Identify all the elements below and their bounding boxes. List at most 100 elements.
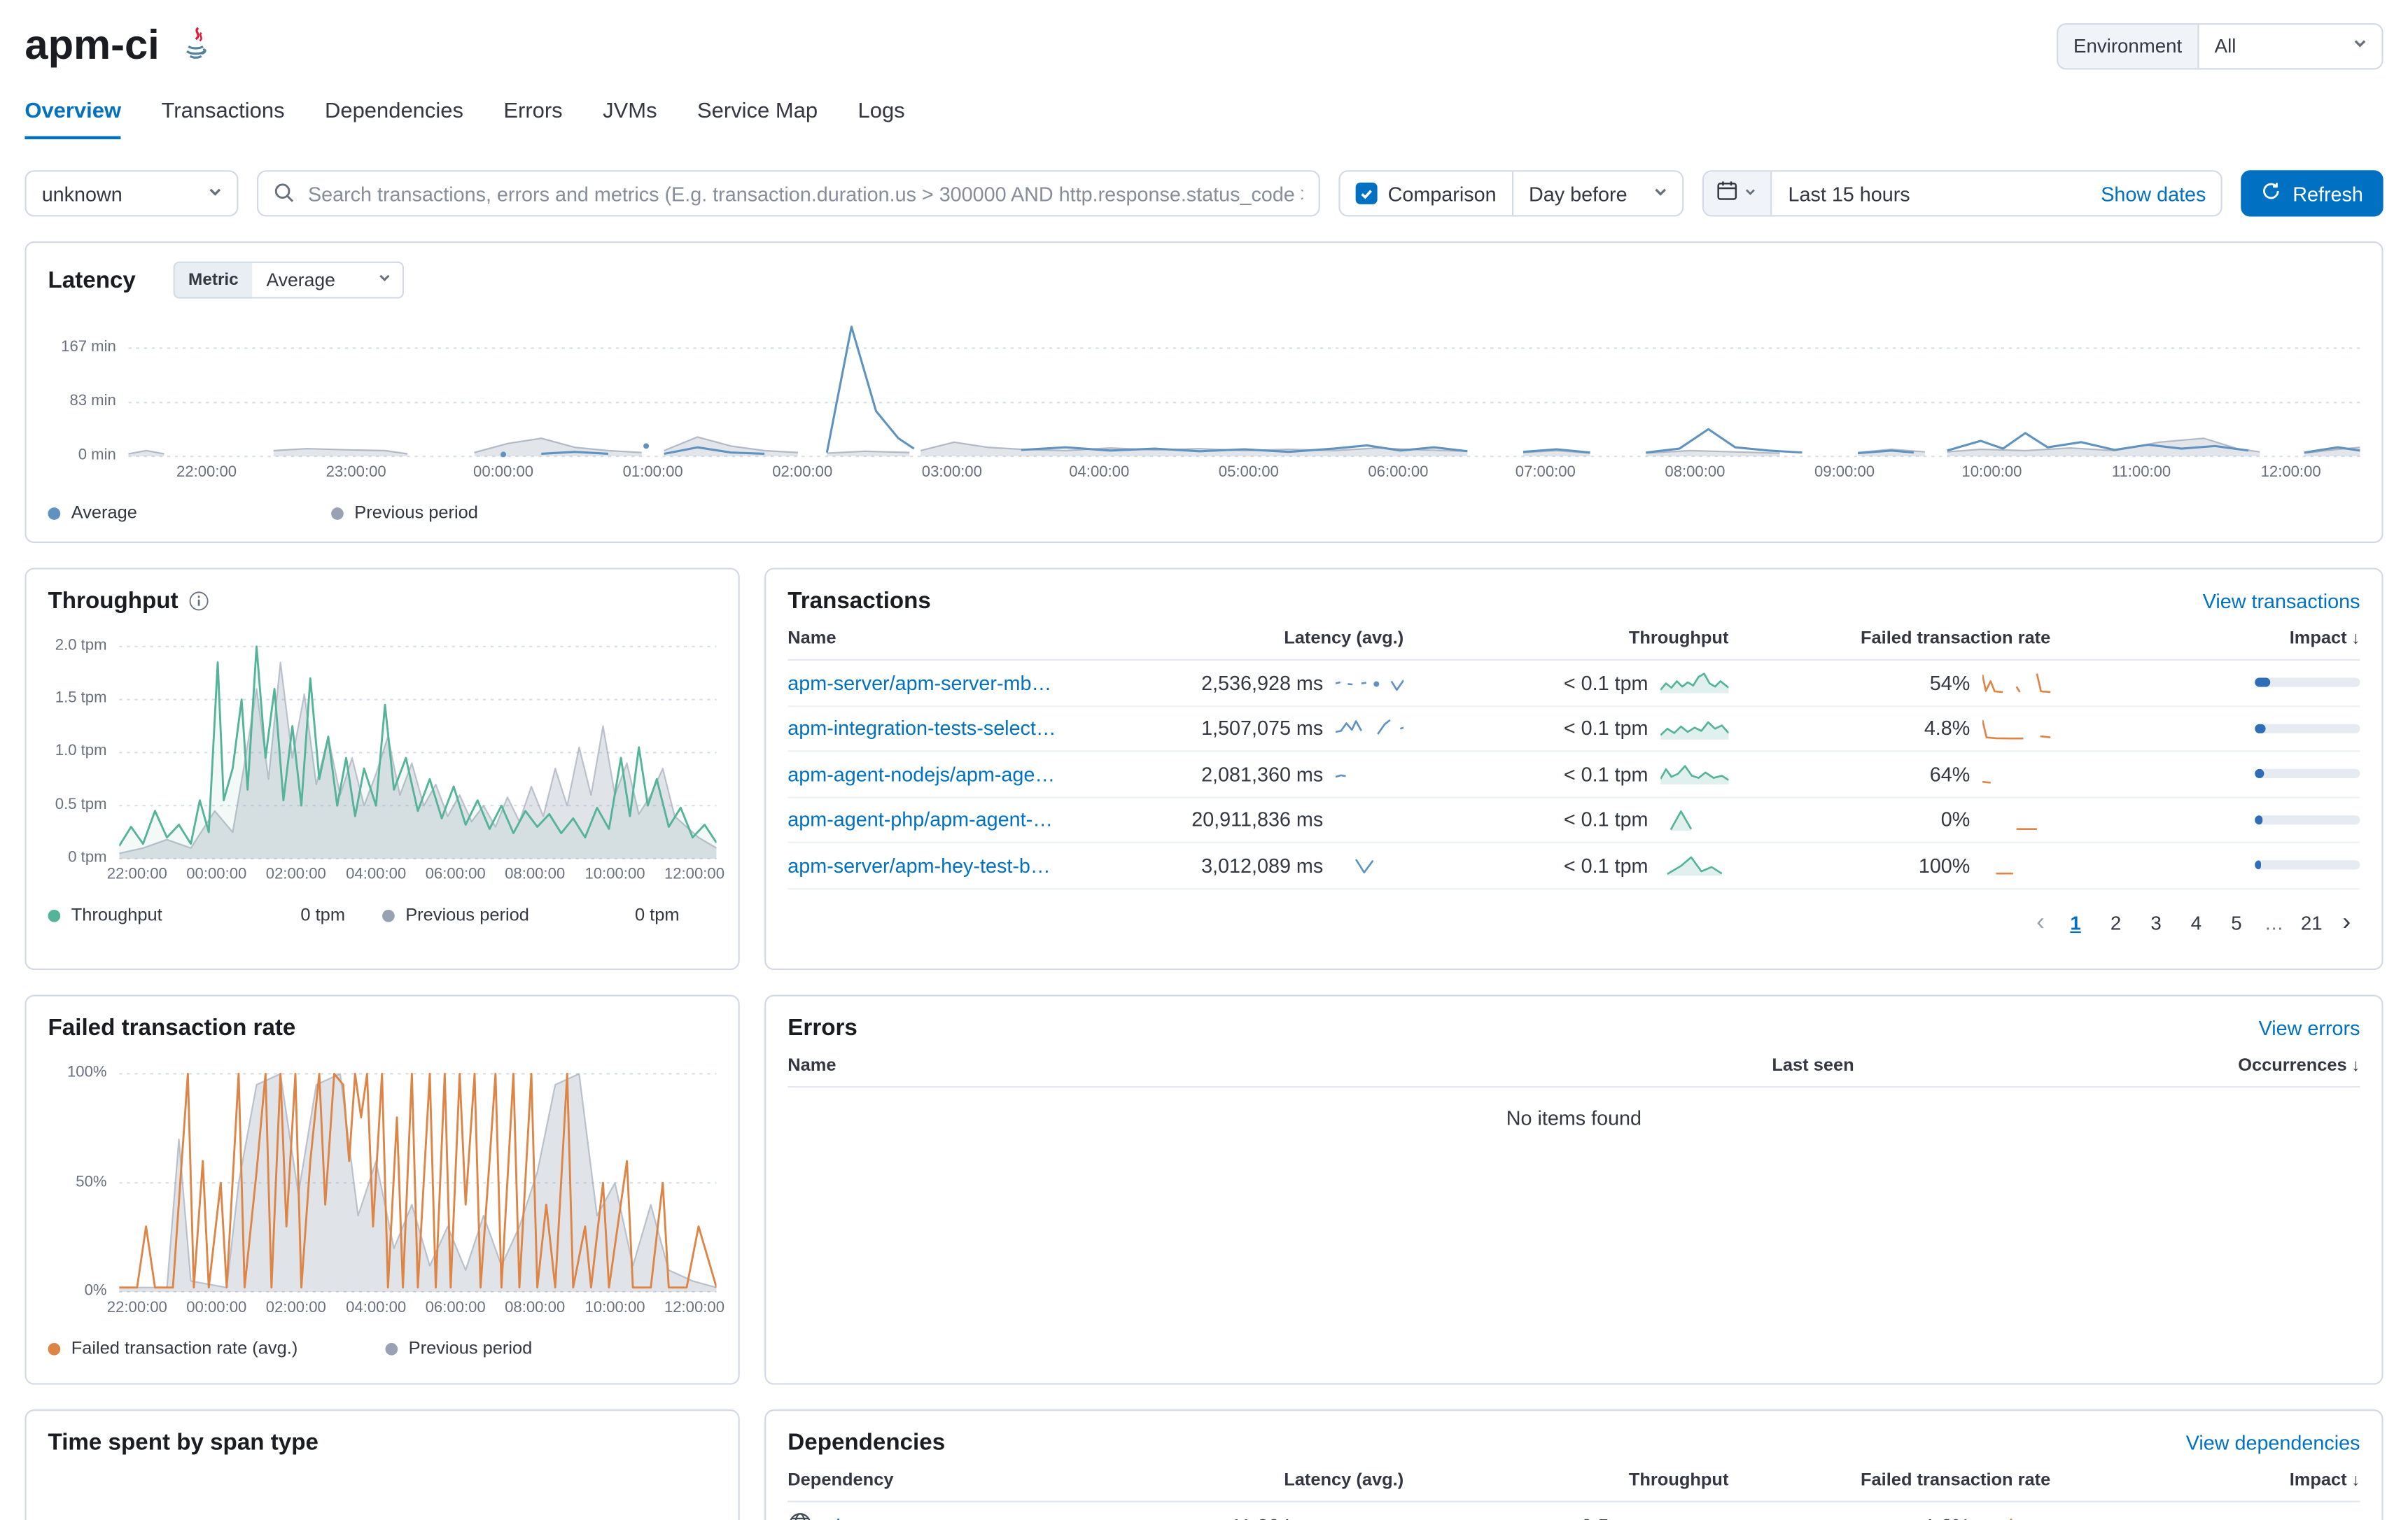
chevron-left-icon[interactable]: ‹ xyxy=(2036,908,2045,936)
latency-panel: Latency Metric Average 167 min 83 min 0 mi… xyxy=(24,241,2384,543)
checkbox-checked-icon xyxy=(1355,182,1378,204)
impact-bar xyxy=(2255,860,2360,871)
transaction-link[interactable]: apm-server/apm-hey-test-benchmark xyxy=(788,853,1075,877)
legend-item-previous-period[interactable]: Previous period xyxy=(331,505,615,523)
failed-rate-panel: Failed transaction rate 100% 50% 0% 22:00:… xyxy=(24,994,740,1385)
view-transactions-link[interactable]: View transactions xyxy=(2202,589,2360,613)
legend-item-previous-period[interactable]: Previous period xyxy=(385,1339,668,1359)
tab-overview[interactable]: Overview xyxy=(24,97,122,139)
col-failed-rate[interactable]: Failed transaction rate xyxy=(1861,1471,2051,1491)
page-title: apm-ci xyxy=(24,21,160,69)
table-row: apm-server/apm-server-mbp/PR-{nu... 2,53… xyxy=(788,661,2360,707)
col-name[interactable]: Name xyxy=(788,629,836,649)
tab-jvms[interactable]: JVMs xyxy=(603,97,657,122)
java-icon xyxy=(181,27,211,65)
transaction-link[interactable]: apm-agent-php/apm-agent-php-loop-... xyxy=(788,808,1075,831)
latency-sparkline xyxy=(1336,851,1404,879)
info-icon[interactable] xyxy=(189,591,209,612)
chevron-down-icon xyxy=(375,269,392,291)
table-row: git 11,394 ms 0.5 tpm 1.2% xyxy=(788,1503,2360,1520)
throughput-value: < 0.1 tpm xyxy=(1563,762,1648,786)
col-throughput[interactable]: Throughput xyxy=(1628,1471,1729,1491)
comparison-checkbox[interactable]: Comparison xyxy=(1340,182,1512,205)
col-throughput[interactable]: Throughput xyxy=(1628,629,1729,649)
tab-service-map[interactable]: Service Map xyxy=(697,97,818,122)
legend-item-average[interactable]: Average xyxy=(48,505,332,523)
refresh-button[interactable]: Refresh xyxy=(2241,170,2384,217)
time-range-value[interactable]: Last 15 hours xyxy=(1788,181,1910,205)
failed-rate-value: 64% xyxy=(1929,762,1970,786)
tab-dependencies[interactable]: Dependencies xyxy=(325,97,463,122)
metric-control: Metric Average xyxy=(172,261,404,299)
transactions-panel: Transactions View transactions Name Late… xyxy=(764,568,2384,971)
col-dependency[interactable]: Dependency xyxy=(788,1471,894,1491)
tab-transactions[interactable]: Transactions xyxy=(161,97,285,122)
dependency-link[interactable]: git xyxy=(825,1514,861,1520)
page-5[interactable]: 5 xyxy=(2231,912,2242,934)
service-tabs: Overview Transactions Dependencies Error… xyxy=(24,97,2383,139)
tab-logs[interactable]: Logs xyxy=(858,97,905,122)
chevron-down-icon xyxy=(1743,179,1758,207)
legend-item-previous-period[interactable]: Previous period 0 tpm xyxy=(382,907,680,925)
sort-desc-icon: ↓ xyxy=(2351,1056,2360,1076)
col-latency[interactable]: Latency (avg.) xyxy=(1284,1471,1404,1491)
transactions-table-header: Name Latency (avg.) Throughput Failed tr… xyxy=(788,614,2360,661)
filter-bar: unknown Comparison Day before Last 15 ho… xyxy=(24,170,2384,217)
page-3[interactable]: 3 xyxy=(2150,912,2162,934)
col-occurrences[interactable]: Occurrences ↓ xyxy=(2238,1056,2360,1076)
legend-item-throughput[interactable]: Throughput 0 tpm xyxy=(48,906,345,926)
transaction-link[interactable]: apm-server/apm-server-mbp/PR-{nu... xyxy=(788,670,1076,695)
pagination: ‹ 1 2 3 4 5 … 21 › xyxy=(788,904,2360,941)
latency-value: 11,394 ms xyxy=(1231,1514,1323,1520)
transaction-link[interactable]: apm-agent-nodejs/apm-agent-nodejs... xyxy=(788,762,1075,786)
view-dependencies-link[interactable]: View dependencies xyxy=(2185,1430,2360,1455)
failed-rate-legend: Failed transaction rate (avg.) Previous … xyxy=(48,1339,717,1359)
comparison-select[interactable]: Day before xyxy=(1513,182,1683,205)
col-impact[interactable]: Impact ↓ xyxy=(2289,629,2360,649)
comparison-group: Comparison Day before xyxy=(1338,170,1685,217)
legend-item-failed-rate[interactable]: Failed transaction rate (avg.) xyxy=(48,1339,386,1359)
legend-label: Previous period xyxy=(408,1339,533,1359)
latency-legend: Average Previous period xyxy=(48,505,2360,523)
col-last-seen[interactable]: Last seen xyxy=(1772,1056,1854,1076)
service-select[interactable]: unknown xyxy=(24,170,239,217)
view-errors-link[interactable]: View errors xyxy=(2258,1016,2360,1040)
metric-label: Metric xyxy=(174,262,253,297)
page-21[interactable]: 21 xyxy=(2300,912,2323,934)
col-impact[interactable]: Impact ↓ xyxy=(2289,1471,2360,1491)
page-1[interactable]: 1 xyxy=(2070,912,2081,934)
latency-value: 2,081,360 ms xyxy=(1201,762,1324,786)
col-name[interactable]: Name xyxy=(788,1056,836,1076)
failed-rate-value: 0% xyxy=(1940,808,1970,831)
quick-select-button[interactable] xyxy=(1704,171,1773,216)
dependencies-table-header: Dependency Latency (avg.) Throughput Fai… xyxy=(788,1456,2360,1503)
page-header: apm-ci Environment All xyxy=(24,0,2384,69)
page-2[interactable]: 2 xyxy=(2110,912,2122,934)
chevron-right-icon[interactable]: › xyxy=(2342,908,2351,936)
throughput-title: Throughput xyxy=(48,588,178,614)
environment-selector: Environment All xyxy=(2056,22,2384,69)
latency-sparkline xyxy=(1335,715,1404,743)
failed-rate-sparkline xyxy=(1981,669,2051,697)
legend-label: Throughput xyxy=(71,906,162,926)
page-4[interactable]: 4 xyxy=(2190,912,2202,934)
errors-title: Errors xyxy=(788,1015,858,1041)
environment-select[interactable]: All xyxy=(2199,24,2382,68)
span-types-title: Time spent by span type xyxy=(48,1429,318,1456)
refresh-icon xyxy=(2262,181,2282,206)
legend-label: Failed transaction rate (avg.) xyxy=(71,1339,298,1359)
transaction-link[interactable]: apm-integration-tests-selector-mbp/... xyxy=(788,717,1075,740)
col-latency[interactable]: Latency (avg.) xyxy=(1284,629,1404,649)
metric-select[interactable]: Average xyxy=(252,262,402,297)
latency-sparkline xyxy=(1335,669,1405,697)
tab-errors[interactable]: Errors xyxy=(503,97,563,122)
latency-sparkline xyxy=(1336,1512,1404,1520)
col-failed-rate[interactable]: Failed transaction rate xyxy=(1861,629,2051,649)
latency-value: 3,012,089 ms xyxy=(1201,853,1324,877)
search-input[interactable] xyxy=(256,170,1320,217)
show-dates-link[interactable]: Show dates xyxy=(2101,181,2206,205)
throughput-value: < 0.1 tpm xyxy=(1563,808,1648,831)
latency-sparkline xyxy=(1335,760,1404,788)
